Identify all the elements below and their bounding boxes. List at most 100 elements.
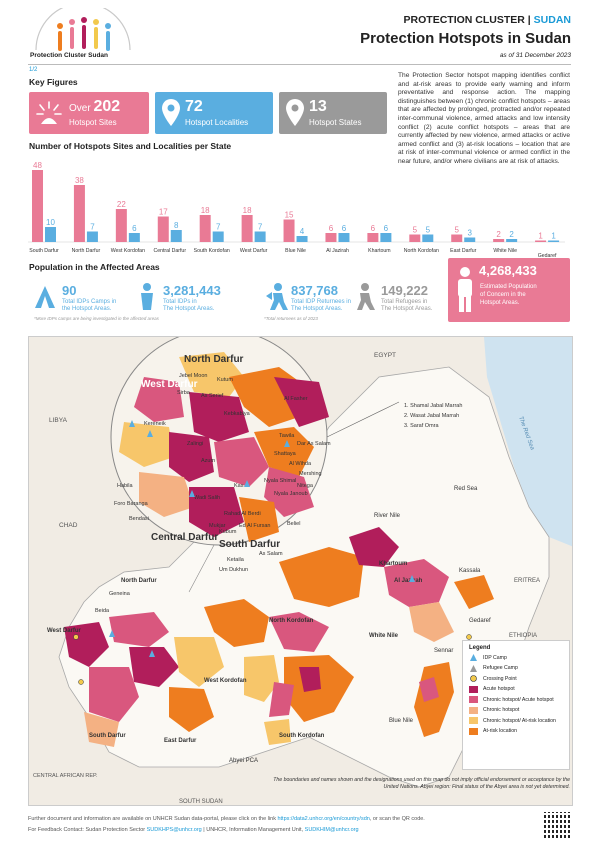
callout-1: 1. Shamal Jabal Marrah (404, 403, 462, 409)
bar-sites-7 (325, 233, 337, 242)
data-label-sites-4: 18 (201, 206, 210, 215)
category-label-6: Blue Nile (285, 248, 306, 254)
label-chad: CHAD (59, 522, 78, 529)
protection-email-link[interactable]: SUDKHPS@unhcr.org (146, 827, 202, 833)
inset-place-15: Nyala Janoub (274, 491, 308, 497)
legend-title: Legend (469, 645, 491, 651)
legend-idp-camp: IDP Camp (469, 654, 563, 661)
bar-sites-12 (535, 240, 547, 242)
bar-localities-3 (170, 230, 182, 242)
data-label-localities-12: 1 (551, 232, 556, 241)
inset-place-8: Zalingi (187, 441, 203, 447)
chart-title: Number of Hotspots Sites and Localities … (29, 141, 232, 151)
bar-localities-5 (254, 231, 266, 242)
category-label-9: North Kordofan (404, 248, 439, 254)
population-title: Population in the Affected Areas (29, 262, 160, 272)
category-label-4: South Kordofan (194, 248, 230, 254)
label-state-north-darfur: North Darfur (121, 578, 157, 584)
data-label-sites-3: 17 (159, 208, 168, 217)
label-abyei: Abyei PCA (229, 758, 258, 764)
label-state-red-sea: Red Sea (454, 486, 478, 492)
data-label-sites-11: 2 (496, 230, 501, 239)
label-egypt: EGYPT (374, 352, 396, 359)
label-eritrea: ERITREA (514, 578, 540, 584)
category-label-1: North Darfur (72, 248, 101, 254)
label-state-white-nile: White Nile (369, 633, 399, 639)
refugee-camp-icon (470, 664, 477, 672)
data-label-sites-10: 5 (455, 226, 460, 235)
inset-place-30: Geneina (109, 591, 131, 597)
red-sea-water (484, 337, 572, 547)
data-label-localities-9: 5 (426, 226, 431, 235)
label-state-south-kordofan: South Kordofan (279, 733, 325, 739)
legend-acute: Acute hotspot (469, 685, 563, 693)
data-portal-link[interactable]: https://data2.unhcr.org/en/country/sdn (277, 816, 370, 822)
inset-place-17: Nitega (297, 483, 314, 489)
legend-chronic-acute: Chronic hotspot/ Acute hotspot (469, 696, 563, 703)
label-state-river-nile: River Nile (374, 513, 401, 519)
bar-sites-4 (199, 215, 211, 242)
inset-place-13: Kas (234, 483, 244, 489)
inset-place-10: Azum (201, 458, 215, 464)
data-label-localities-0: 10 (46, 218, 55, 227)
category-label-10: East Darfur (450, 248, 477, 254)
inset-place-labels: Kutum As Serief Jebel Moon Sirba Kebkabiya Al… (95, 373, 331, 614)
inset-place-9: Dar As Salam (297, 441, 331, 447)
inset-place-26: As Salam (259, 551, 283, 557)
inset-place-19: Foro Baranga (114, 501, 149, 507)
category-label-3: Central Darfur (153, 248, 186, 254)
data-label-localities-10: 3 (468, 229, 473, 238)
data-label-localities-11: 2 (509, 230, 514, 239)
page-number: 1/2 (29, 67, 38, 73)
bar-sites-8 (367, 233, 379, 242)
inset-place-24: Rahad Al Berdi (224, 511, 261, 517)
label-car: CENTRAL AFRICAN REP. (33, 773, 98, 779)
label-state-north-kordofan: North Kordofan (269, 618, 314, 624)
data-label-sites-0: 48 (33, 161, 42, 170)
bar-localities-12 (548, 240, 560, 242)
kf-hotspot-sites: Over 202 Hotspot Sites (29, 92, 149, 134)
data-label-localities-7: 6 (342, 224, 347, 233)
label-state-west-kordofan: West Kordofan (204, 678, 247, 684)
bar-localities-4 (212, 231, 224, 242)
map-pin-icon (286, 99, 304, 126)
inset-place-27: Um Dukhun (219, 567, 248, 573)
label-state-gezira: Al Jazirah (394, 578, 423, 584)
im-email-link[interactable]: SUDKHIM@unhcr.org (304, 827, 359, 833)
header-divider (28, 64, 571, 65)
inset-label-west-darfur: West Darfur (141, 379, 198, 390)
data-label-localities-6: 4 (300, 227, 305, 236)
bar-sites-5 (241, 215, 253, 242)
legend-crossing-point: Crossing Point (469, 675, 563, 682)
hotspot-areas (64, 527, 494, 747)
inset-place-2: Jebel Moon (179, 373, 207, 379)
page-title: Protection Hotspots in Sudan (360, 30, 571, 47)
key-figures-title: Key Figures (29, 77, 78, 87)
qr-code-pattern (544, 812, 570, 838)
bar-localities-9 (422, 234, 434, 242)
category-label-5: West Darfur (240, 248, 268, 254)
data-label-localities-4: 7 (216, 223, 221, 232)
data-label-localities-3: 8 (174, 221, 179, 230)
refugee-icon (357, 283, 375, 310)
bar-localities-0 (45, 227, 56, 242)
kf-hotspot-states: 13 Hotspot States (279, 92, 387, 134)
bar-localities-6 (296, 236, 308, 242)
inset-place-25: Ketaila (227, 557, 245, 563)
crossing-point-icon (470, 675, 477, 682)
inset-place-21: Bendasi (129, 516, 149, 522)
category-label-7: Al Jazirah (326, 248, 349, 254)
sudan-hotspot-map[interactable]: LIBYA EGYPT CHAD CENTRAL AFRICAN REP. SO… (28, 336, 573, 806)
bar-sites-6 (283, 219, 295, 242)
label-state-kassala: Kassala (459, 568, 481, 574)
inset-place-22: Mukjar (209, 523, 226, 529)
inset-hotspots (119, 352, 329, 542)
intro-text: The Protection Sector hotspot mapping id… (398, 72, 570, 165)
label-ethiopia: ETHIOPIA (509, 633, 537, 639)
bar-sites-3 (157, 216, 169, 242)
bar-localities-11 (506, 239, 518, 242)
category-label-8: Khartoum (368, 248, 391, 254)
data-label-localities-2: 6 (132, 224, 137, 233)
burst-icon (36, 101, 62, 124)
label-state-east-darfur: East Darfur (164, 738, 197, 744)
